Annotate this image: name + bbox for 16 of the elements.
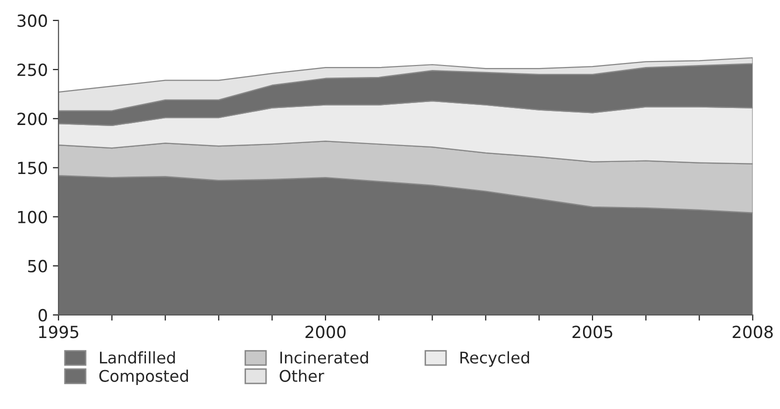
y-tick-label: 200 <box>17 112 47 126</box>
legend-label: Landfilled <box>100 351 175 364</box>
legend-label: Composted <box>99 370 188 386</box>
y-tick-label: 300 <box>18 14 47 28</box>
x-tick-label: 1995 <box>39 326 78 338</box>
x-tick-label: 2008 <box>732 326 773 338</box>
x-tick-label: 2005 <box>572 326 612 338</box>
legend-label: Other <box>280 370 324 382</box>
x-tick-label: 2000 <box>306 326 346 338</box>
legend-label: Incinerated <box>280 351 368 364</box>
y-tick-label: 0 <box>38 308 47 322</box>
y-tick-label: 50 <box>28 260 47 272</box>
y-tick-label: 150 <box>18 162 47 174</box>
y-tick-label: 100 <box>18 210 47 224</box>
y-tick-label: 250 <box>17 63 47 76</box>
legend-label: Recycled <box>460 351 530 367</box>
